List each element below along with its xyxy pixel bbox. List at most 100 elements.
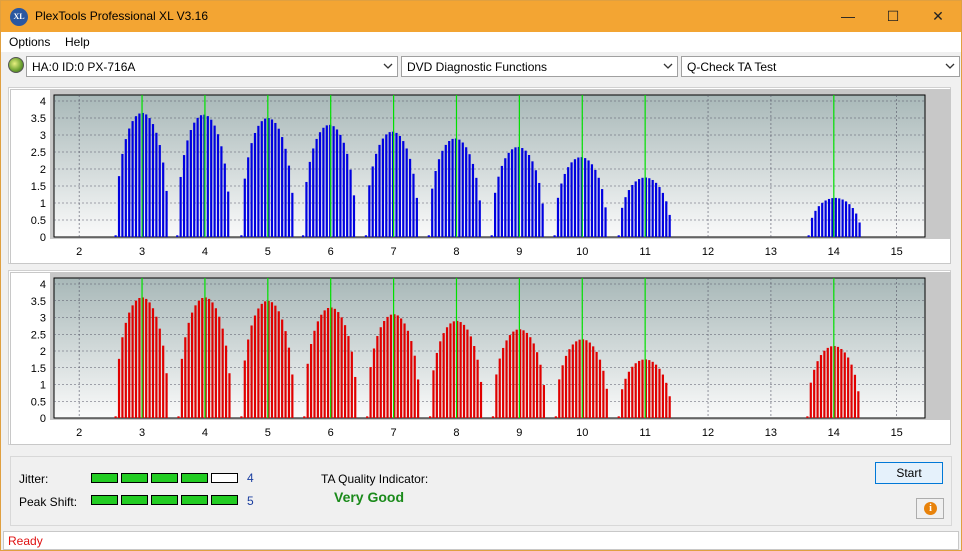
data-bar xyxy=(393,314,396,418)
menu-options[interactable]: Options xyxy=(9,35,51,49)
data-bar xyxy=(534,170,537,237)
data-bar xyxy=(408,158,412,237)
data-bar xyxy=(465,147,468,237)
x-tick-label: 15 xyxy=(891,246,903,258)
y-tick-label: 2.5 xyxy=(31,147,46,159)
data-bar xyxy=(250,143,253,237)
test-select[interactable]: Q-Check TA Test xyxy=(681,56,960,77)
function-select-value: DVD Diagnostic Functions xyxy=(407,60,548,74)
data-bar xyxy=(148,302,151,418)
data-bar xyxy=(323,310,326,418)
peak-shift-chart: 0 0.5 1 1.5 2 2.5 3 3.5 4 2 3 4 5 6 7 8 9 10 11 12 13 14 15 xyxy=(8,270,951,445)
data-bar xyxy=(151,124,155,237)
meter-segment xyxy=(151,495,178,505)
data-bar xyxy=(461,142,464,237)
data-bar xyxy=(121,153,124,237)
data-bar xyxy=(427,235,430,237)
data-bar xyxy=(389,314,393,418)
data-bar xyxy=(437,159,441,237)
data-bar xyxy=(554,416,557,418)
y-tick-label: 0 xyxy=(40,413,46,425)
drive-select[interactable]: HA:0 ID:0 PX-716A xyxy=(26,56,398,77)
meter-segment xyxy=(211,495,238,505)
data-bar xyxy=(527,154,531,237)
data-bar xyxy=(274,305,277,418)
close-button[interactable]: ✕ xyxy=(932,8,944,24)
function-select[interactable]: DVD Diagnostic Functions xyxy=(401,56,678,77)
data-bar xyxy=(340,317,343,418)
data-bar xyxy=(413,355,416,418)
data-bar xyxy=(451,138,454,237)
data-bar xyxy=(398,135,401,237)
data-bar xyxy=(253,315,257,418)
data-bar xyxy=(490,235,493,237)
data-bar xyxy=(522,330,525,418)
data-bar xyxy=(634,181,637,237)
data-bar xyxy=(343,325,347,418)
data-bar xyxy=(462,324,466,418)
data-bar xyxy=(838,198,841,237)
data-bar xyxy=(325,125,328,237)
data-bar xyxy=(469,336,472,418)
data-bar xyxy=(352,195,356,237)
data-bar xyxy=(567,167,570,237)
data-bar xyxy=(253,132,257,237)
menu-help[interactable]: Help xyxy=(65,35,90,49)
data-bar xyxy=(346,153,349,237)
data-bar xyxy=(542,385,545,418)
x-tick-label: 4 xyxy=(202,427,208,439)
data-bar xyxy=(473,346,476,418)
data-bar xyxy=(410,341,413,418)
data-bar xyxy=(605,388,608,418)
data-bar xyxy=(315,138,318,237)
data-bar xyxy=(627,190,631,237)
data-bar xyxy=(371,166,374,237)
minimize-button[interactable]: — xyxy=(841,8,855,24)
data-bar xyxy=(491,416,495,418)
data-bar xyxy=(313,330,316,418)
data-bar xyxy=(247,339,250,418)
y-axis-area xyxy=(11,90,50,263)
data-bar xyxy=(525,332,529,418)
data-bar xyxy=(284,148,287,237)
chevron-down-icon xyxy=(945,63,955,69)
data-bar xyxy=(364,235,368,237)
data-bar xyxy=(857,391,860,418)
data-bar xyxy=(218,316,221,418)
data-bar xyxy=(385,134,388,237)
data-bar xyxy=(281,137,284,237)
data-bar xyxy=(568,349,571,418)
title-bar[interactable]: XL PlexTools Professional XL V3.16 — ☐ ✕ xyxy=(1,1,961,32)
data-bar xyxy=(819,355,823,418)
data-bar xyxy=(369,367,372,418)
start-button[interactable]: Start xyxy=(875,462,943,484)
data-bar xyxy=(507,152,510,237)
data-bar xyxy=(651,361,654,418)
data-bar xyxy=(187,322,190,418)
data-bar xyxy=(386,316,389,418)
data-bar xyxy=(349,169,352,237)
info-icon: i xyxy=(924,502,937,515)
x-tick-label: 9 xyxy=(516,246,522,258)
data-bar xyxy=(206,116,209,237)
data-bar xyxy=(648,178,651,237)
data-bar xyxy=(270,302,274,418)
data-bar xyxy=(368,185,371,237)
x-tick-label: 13 xyxy=(765,246,777,258)
data-bar xyxy=(624,197,627,237)
data-bar xyxy=(128,312,131,418)
data-bar xyxy=(834,197,837,237)
info-button[interactable]: i xyxy=(916,498,944,519)
jitter-chart: 0 0.5 1 1.5 2 2.5 3 3.5 4 2 3 4 5 6 7 8 9 10 11 12 13 14 15 xyxy=(8,87,951,264)
status-bar: Ready xyxy=(3,531,959,550)
data-bar xyxy=(577,157,580,237)
maximize-button[interactable]: ☐ xyxy=(886,8,900,24)
data-bar xyxy=(204,297,207,418)
data-bar xyxy=(257,308,260,418)
drive-status-icon xyxy=(8,57,24,73)
data-bar xyxy=(668,396,671,418)
jitter-meter xyxy=(91,473,241,483)
data-bar xyxy=(581,339,585,418)
data-bar xyxy=(312,148,315,237)
